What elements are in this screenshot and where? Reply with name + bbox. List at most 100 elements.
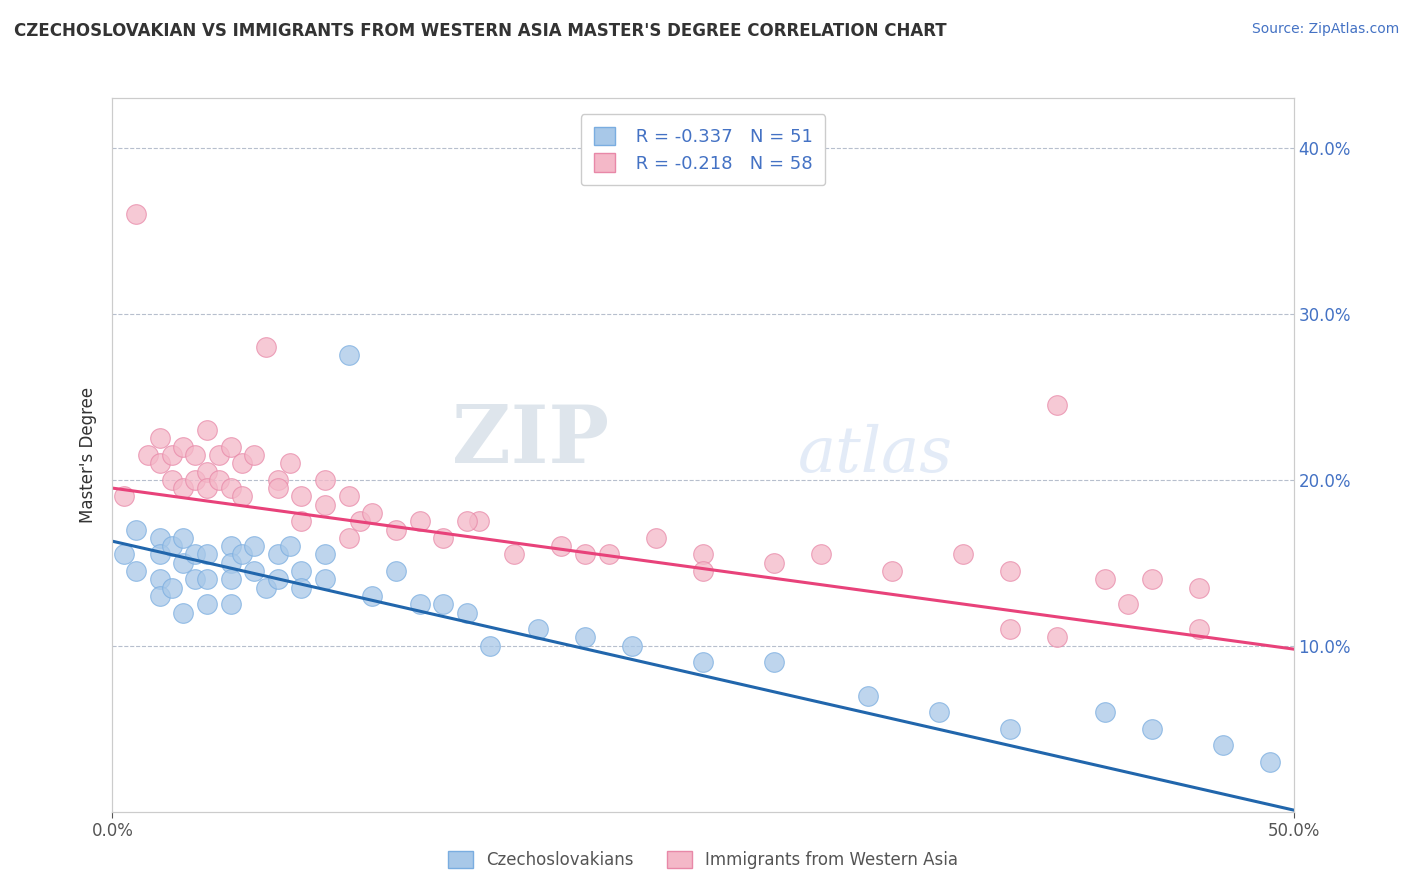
Legend:  R = -0.337   N = 51,  R = -0.218   N = 58: R = -0.337 N = 51, R = -0.218 N = 58 bbox=[581, 114, 825, 186]
Point bbox=[1212, 739, 1234, 753]
Point bbox=[408, 597, 430, 611]
Point bbox=[172, 531, 194, 545]
Text: atlas: atlas bbox=[797, 424, 952, 486]
Point bbox=[314, 473, 336, 487]
Point bbox=[243, 448, 266, 462]
Point bbox=[195, 597, 218, 611]
Point bbox=[149, 548, 172, 562]
Point bbox=[1140, 722, 1163, 736]
Point bbox=[184, 573, 207, 587]
Point bbox=[160, 539, 183, 553]
Text: Source: ZipAtlas.com: Source: ZipAtlas.com bbox=[1251, 22, 1399, 37]
Point bbox=[160, 473, 183, 487]
Point bbox=[385, 564, 408, 578]
Point bbox=[952, 548, 974, 562]
Point bbox=[290, 490, 312, 504]
Point bbox=[125, 523, 148, 537]
Point bbox=[467, 514, 489, 528]
Point bbox=[526, 622, 548, 636]
Point bbox=[349, 514, 371, 528]
Point bbox=[160, 581, 183, 595]
Point bbox=[762, 556, 785, 570]
Point bbox=[172, 440, 194, 454]
Point bbox=[998, 722, 1021, 736]
Point bbox=[432, 531, 454, 545]
Legend: Czechoslovakians, Immigrants from Western Asia: Czechoslovakians, Immigrants from Wester… bbox=[437, 841, 969, 880]
Point bbox=[385, 523, 408, 537]
Point bbox=[621, 639, 644, 653]
Point bbox=[928, 705, 950, 719]
Point bbox=[184, 548, 207, 562]
Point bbox=[998, 564, 1021, 578]
Point bbox=[1094, 573, 1116, 587]
Point bbox=[503, 548, 526, 562]
Point bbox=[479, 639, 502, 653]
Point bbox=[125, 564, 148, 578]
Point bbox=[184, 473, 207, 487]
Point bbox=[337, 531, 360, 545]
Point bbox=[231, 490, 253, 504]
Point bbox=[810, 548, 832, 562]
Point bbox=[184, 448, 207, 462]
Point bbox=[550, 539, 572, 553]
Point bbox=[149, 589, 172, 603]
Point bbox=[112, 548, 135, 562]
Point bbox=[195, 573, 218, 587]
Point bbox=[219, 539, 242, 553]
Point bbox=[692, 548, 714, 562]
Point bbox=[278, 456, 301, 470]
Text: ZIP: ZIP bbox=[451, 401, 609, 480]
Point bbox=[858, 689, 880, 703]
Point bbox=[219, 597, 242, 611]
Point bbox=[1116, 597, 1139, 611]
Point bbox=[644, 531, 666, 545]
Point bbox=[219, 440, 242, 454]
Point bbox=[149, 573, 172, 587]
Point bbox=[172, 481, 194, 495]
Point bbox=[267, 481, 290, 495]
Point bbox=[267, 548, 290, 562]
Point bbox=[112, 490, 135, 504]
Point bbox=[574, 631, 596, 645]
Point bbox=[1188, 622, 1211, 636]
Point bbox=[243, 564, 266, 578]
Point bbox=[278, 539, 301, 553]
Point bbox=[1046, 631, 1069, 645]
Point bbox=[219, 573, 242, 587]
Point bbox=[290, 564, 312, 578]
Point bbox=[408, 514, 430, 528]
Point bbox=[1140, 573, 1163, 587]
Point bbox=[1258, 755, 1281, 769]
Point bbox=[231, 548, 253, 562]
Point bbox=[149, 431, 172, 445]
Point bbox=[136, 448, 159, 462]
Point bbox=[361, 506, 384, 520]
Point bbox=[998, 622, 1021, 636]
Point bbox=[195, 548, 218, 562]
Point bbox=[195, 465, 218, 479]
Point bbox=[1094, 705, 1116, 719]
Point bbox=[432, 597, 454, 611]
Point bbox=[125, 207, 148, 221]
Point bbox=[290, 514, 312, 528]
Point bbox=[598, 548, 620, 562]
Point bbox=[314, 498, 336, 512]
Y-axis label: Master's Degree: Master's Degree bbox=[79, 387, 97, 523]
Point bbox=[574, 548, 596, 562]
Point bbox=[172, 606, 194, 620]
Point bbox=[254, 581, 277, 595]
Point bbox=[254, 340, 277, 354]
Point bbox=[243, 539, 266, 553]
Text: CZECHOSLOVAKIAN VS IMMIGRANTS FROM WESTERN ASIA MASTER'S DEGREE CORRELATION CHAR: CZECHOSLOVAKIAN VS IMMIGRANTS FROM WESTE… bbox=[14, 22, 946, 40]
Point bbox=[208, 473, 231, 487]
Point bbox=[219, 556, 242, 570]
Point bbox=[314, 573, 336, 587]
Point bbox=[149, 456, 172, 470]
Point bbox=[361, 589, 384, 603]
Point bbox=[880, 564, 903, 578]
Point bbox=[160, 448, 183, 462]
Point bbox=[208, 448, 231, 462]
Point bbox=[290, 581, 312, 595]
Point bbox=[1046, 398, 1069, 412]
Point bbox=[762, 656, 785, 670]
